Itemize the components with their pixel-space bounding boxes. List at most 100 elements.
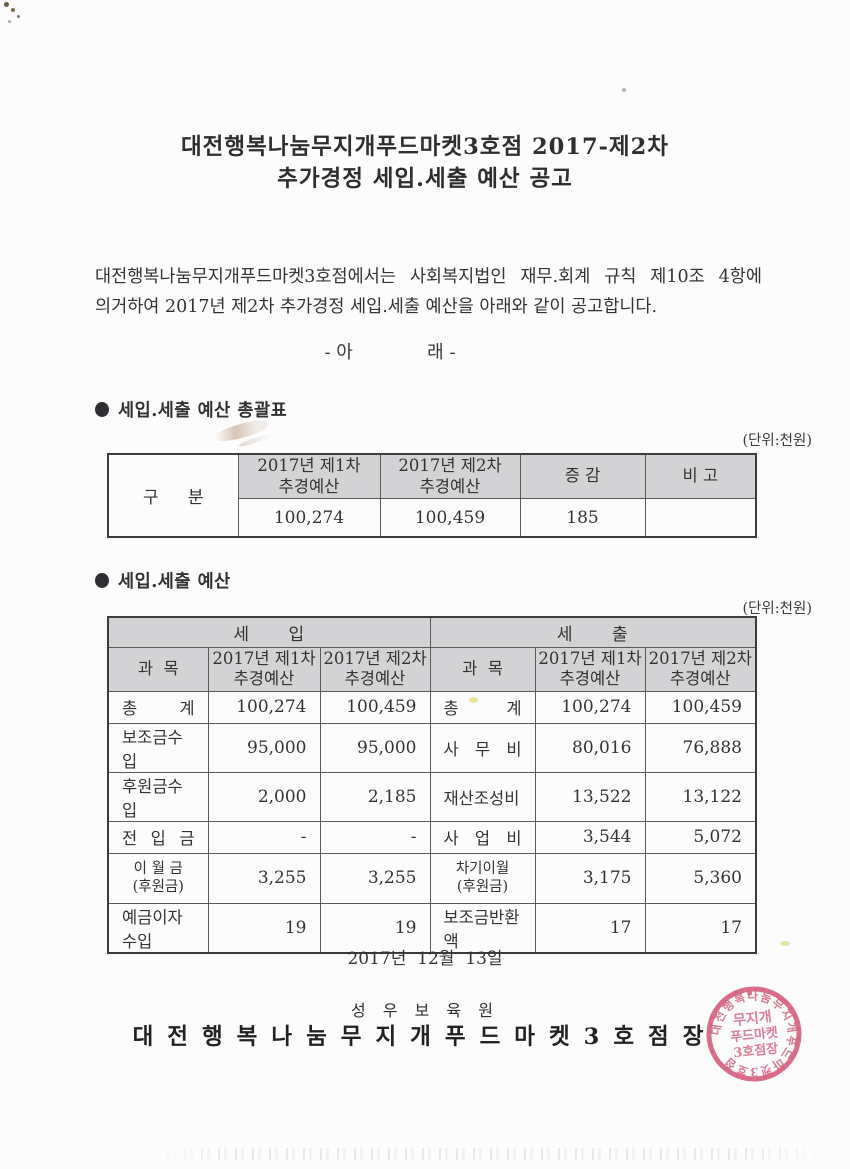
budget-table-row: 총 계 100,274 100,459 총 계 100,274 100,459 xyxy=(107,690,757,724)
account-name-cell: 보조금반환액 xyxy=(429,902,536,954)
summary-col-change: 증 감 xyxy=(519,453,646,500)
arae-divider-text: - 아 래 - xyxy=(324,342,456,363)
official-stamp-seal: 대전행복나눔무지개푸드마켓3호점 무지개 푸드마켓 3호점장 xyxy=(704,984,803,1084)
budget-col-income-budget2: 2017년 제2차 추경예산 xyxy=(319,646,431,692)
scan-speck xyxy=(622,88,626,92)
paragraph-line-2: 의거하여 2017년 제2차 추가경정 세입.세출 예산을 아래와 같이 공고합… xyxy=(95,297,658,317)
account-name-cell: 총 계 xyxy=(107,690,209,724)
summary-value-row: 100,274 100,459 185 xyxy=(108,498,757,538)
budget-col-income-budget1: 2017년 제1차 추경예산 xyxy=(207,646,321,692)
title-line-1: 대전행복나눔무지개푸드마켓3호점 2017-제2차 xyxy=(180,134,669,160)
budget-group-header-row: 세 입 세 출 xyxy=(107,616,757,648)
bullet-icon xyxy=(95,402,109,417)
stamp-top-dot xyxy=(747,990,753,996)
stamp-center-line2: 푸드마켓 xyxy=(729,1025,778,1046)
amount-cell: 80,016 xyxy=(534,722,646,773)
amount-cell: 3,175 xyxy=(534,852,646,904)
budget-col-income-account: 과 목 xyxy=(107,646,209,692)
announcement-paragraph: 대전행복나눔무지개푸드마켓3호점에서는 사회복지법인 재무.회계 규칙 제10조… xyxy=(95,262,762,322)
amount-cell: 3,255 xyxy=(207,852,321,904)
budget-table-row: 이 월 금 (후원금) 3,255 3,255 차기이월 (후원금) 3,175 5,36… xyxy=(107,852,757,904)
amount-cell: 17 xyxy=(644,902,757,954)
budget-table-row: 전 입 금--사 업 비 3,544 5,072 xyxy=(107,820,757,854)
section2-unit-label: (단위:천원) xyxy=(742,601,812,617)
amount-cell: 5,360 xyxy=(644,852,757,904)
budget-table-container: 세 입 세 출 과 목 2017년 제1차 추경예산 2017년 제2차 추경예… xyxy=(107,616,757,954)
scan-speck xyxy=(11,8,15,12)
amount-cell: 13,522 xyxy=(534,771,646,822)
account-name-cell: 이 월 금 (후원금) xyxy=(107,852,209,904)
section1-unit-label: (단위:천원) xyxy=(742,433,812,449)
section1-heading-label: 세입.세출 예산 총괄표 xyxy=(118,401,288,421)
amount-cell: 3,544 xyxy=(534,820,646,854)
paragraph-line-1: 대전행복나눔무지개푸드마켓3호점에서는 사회복지법인 재무.회계 규칙 제10조… xyxy=(95,267,762,287)
amount-cell: - xyxy=(207,820,321,854)
amount-cell: 2,185 xyxy=(319,771,431,822)
title-line-2: 추가경정 세입.세출 예산 공고 xyxy=(277,166,573,192)
account-name-cell: 후원금수입 xyxy=(107,771,209,822)
amount-cell: 2,000 xyxy=(207,771,321,822)
summary-header-row: 구 분 2017년 제1차 추경예산 2017년 제2차 추경예산 증 감 비 … xyxy=(107,453,757,538)
stamp-center-line3: 3호점장 xyxy=(733,1041,779,1062)
document-title: 대전행복나눔무지개푸드마켓3호점 2017-제2차 추가경정 세입.세출 예산 … xyxy=(0,131,850,195)
budget-group-expense: 세 출 xyxy=(429,616,757,648)
budget-table-body: 총 계 100,274 100,459 총 계 100,274 100,459 보조금수입 9… xyxy=(107,690,757,954)
summary-value-budget2: 100,459 xyxy=(379,498,521,538)
scan-speck xyxy=(17,15,20,18)
scan-speck xyxy=(4,2,9,7)
summary-table-container: 구 분 2017년 제1차 추경예산 2017년 제2차 추경예산 증 감 비 … xyxy=(107,453,757,538)
amount-cell: 100,274 xyxy=(534,690,646,724)
amount-cell: 100,274 xyxy=(207,690,321,724)
budget-col-header-row: 과 목 2017년 제1차 추경예산 2017년 제2차 추경예산 과 목 20… xyxy=(107,646,757,692)
budget-table-row: 예금이자수입 19 19 보조금반환액 17 17 xyxy=(107,902,757,954)
summary-col-gubun: 구 분 xyxy=(107,453,239,538)
amount-cell: 95,000 xyxy=(319,722,431,773)
bullet-icon xyxy=(95,573,109,588)
budget-table: 세 입 세 출 과 목 2017년 제1차 추경예산 2017년 제2차 추경예… xyxy=(107,616,757,954)
organization-name: 성 우 보 육 원 xyxy=(351,1001,499,1020)
amount-cell: 13,122 xyxy=(644,771,757,822)
account-name-cell: 사 무 비 xyxy=(429,722,536,773)
budget-group-income: 세 입 xyxy=(107,616,431,648)
summary-col-budget1: 2017년 제1차 추경예산 xyxy=(237,453,381,500)
budget-col-expense-budget1: 2017년 제1차 추경예산 xyxy=(534,646,646,692)
announcement-date: 2017년 12월 13일 xyxy=(347,949,503,969)
account-name-cell: 차기이월 (후원금) xyxy=(429,852,536,904)
scan-noise-band xyxy=(150,1148,830,1160)
summary-table: 구 분 2017년 제1차 추경예산 2017년 제2차 추경예산 증 감 비 … xyxy=(107,453,757,538)
amount-cell: 100,459 xyxy=(644,690,757,724)
summary-value-note xyxy=(644,498,757,538)
budget-table-row: 후원금수입 2,000 2,185 재산조성비 13,522 13,122 xyxy=(107,771,757,822)
section2-heading: 세입.세출 예산 xyxy=(95,568,231,593)
account-name-cell: 전 입 금 xyxy=(107,820,209,854)
signer-title: 대전행복나눔무지개푸드마켓3호점장 xyxy=(132,1024,718,1050)
summary-value-change: 185 xyxy=(519,498,646,538)
section2-heading-label: 세입.세출 예산 xyxy=(118,572,231,592)
scan-speck xyxy=(780,941,790,946)
summary-col-budget2: 2017년 제2차 추경예산 xyxy=(379,453,521,500)
amount-cell: 95,000 xyxy=(207,722,321,773)
summary-value-budget1: 100,274 xyxy=(237,498,381,538)
amount-cell: 100,459 xyxy=(319,690,431,724)
budget-col-expense-budget2: 2017년 제2차 추경예산 xyxy=(644,646,757,692)
account-name-cell: 보조금수입 xyxy=(107,722,209,773)
summary-col-note: 비 고 xyxy=(644,453,757,500)
amount-cell: - xyxy=(319,820,431,854)
scan-speck xyxy=(8,20,11,23)
amount-cell: 19 xyxy=(207,902,321,954)
stamp-center-line1: 무지개 xyxy=(732,1009,772,1029)
amount-cell: 5,072 xyxy=(644,820,757,854)
amount-cell: 19 xyxy=(319,902,431,954)
account-name-cell: 총 계 xyxy=(429,690,536,724)
amount-cell: 76,888 xyxy=(644,722,757,773)
section1-heading: 세입.세출 예산 총괄표 xyxy=(95,397,287,422)
budget-table-row: 보조금수입 95,000 95,000 사 무 비 80,016 76,888 xyxy=(107,722,757,773)
account-name-cell: 예금이자수입 xyxy=(107,902,209,954)
account-name-cell: 사 업 비 xyxy=(429,820,536,854)
amount-cell: 3,255 xyxy=(319,852,431,904)
account-name-cell: 재산조성비 xyxy=(429,771,536,822)
budget-col-expense-account: 과 목 xyxy=(429,646,536,692)
amount-cell: 17 xyxy=(534,902,646,954)
stamp-ring-texture xyxy=(708,988,800,1080)
